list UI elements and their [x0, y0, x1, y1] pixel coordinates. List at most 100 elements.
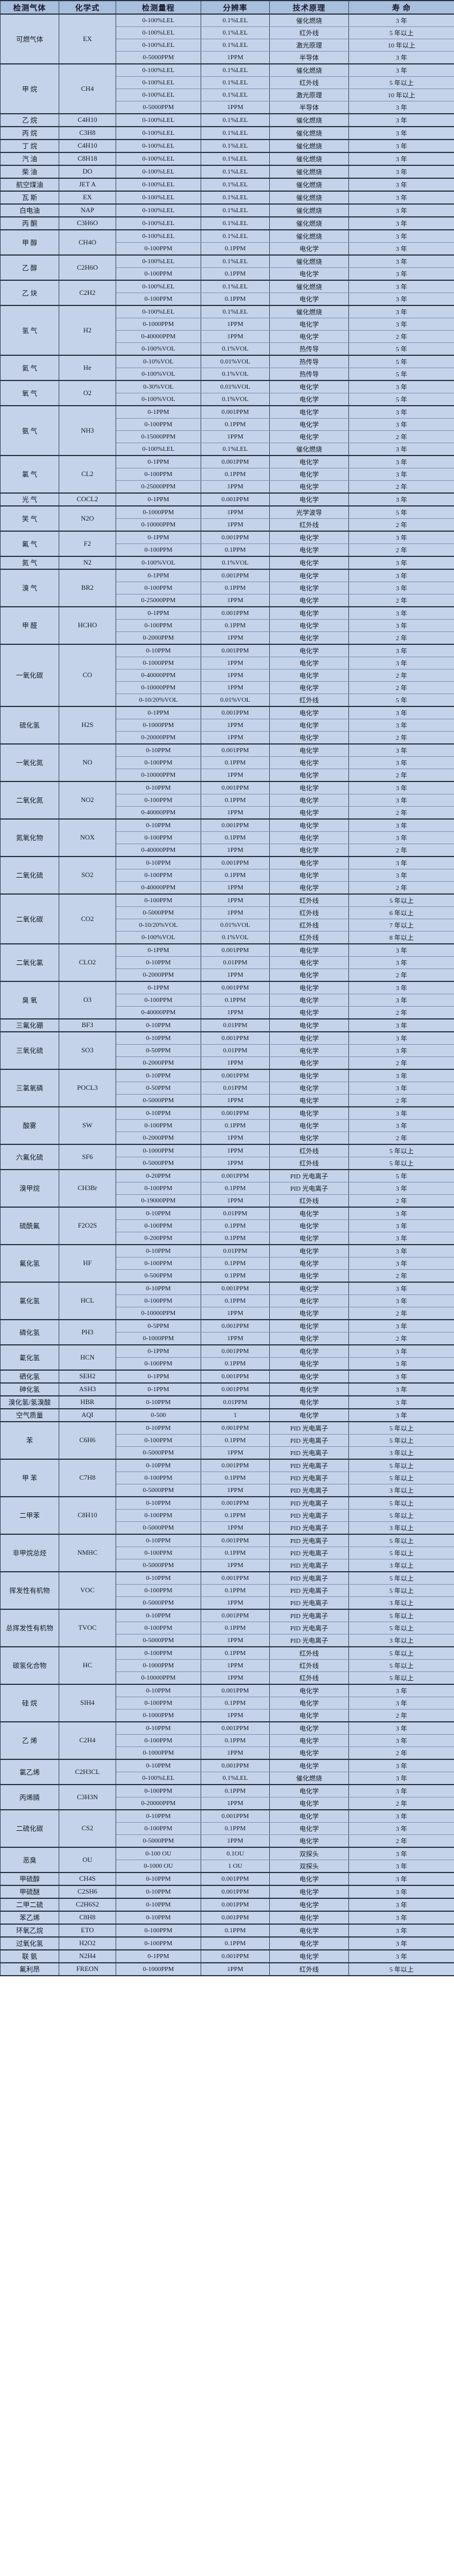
gas-resolution-cell: 0.001PPM	[201, 1809, 270, 1823]
gas-lifetime-cell: 2 年	[348, 594, 454, 607]
gas-technology-cell: 激光原理	[269, 89, 349, 101]
gas-resolution-cell: 0.1%LEL	[201, 139, 270, 153]
gas-name-cell: 硒化氢	[0, 1369, 59, 1384]
gas-resolution-cell: 0.01%VOL	[201, 694, 270, 707]
table-row: 0-1000PPM 1PPM 电化学 3 年	[1, 657, 454, 670]
table-row: 0-40000PPM 1PPM 电化学 2 年	[1, 806, 454, 820]
gas-technology-cell: 半导体	[269, 51, 349, 64]
gas-range-cell: 0-100%LEL	[116, 1772, 201, 1785]
gas-technology-cell: 电化学	[269, 468, 349, 481]
gas-technology-cell: 电化学	[269, 1395, 349, 1409]
gas-technology-cell: PID 光电离子	[269, 1446, 349, 1460]
gas-resolution-cell: 1PPM	[201, 906, 270, 919]
gas-formula-cell: SEH2	[59, 1369, 116, 1384]
gas-range-cell: 0-1000PPM	[116, 1144, 201, 1157]
gas-range-cell: 0-1PPM	[116, 569, 201, 582]
gas-lifetime-cell: 5 年以上	[348, 1609, 454, 1622]
gas-name-cell: 硅 烷	[0, 1684, 59, 1722]
table-row: 总挥发性有机物 TVOC 0-10PPM 0.001PPM PID 光电离子 5 年以上	[0, 1609, 454, 1647]
gas-resolution-cell: 1PPM	[201, 1144, 270, 1157]
gas-lifetime-cell: 3 年	[348, 1282, 454, 1295]
gas-resolution-cell: 0.001PPM	[201, 818, 270, 832]
gas-lifetime-cell: 3 年	[348, 318, 454, 331]
gas-resolution-cell: 0.01PPM	[201, 1082, 270, 1095]
gas-range-cell: 0-10PPM	[116, 1018, 201, 1032]
gas-lifetime-cell: 3 年	[348, 293, 454, 306]
gas-resolution-cell: 0.001PPM	[201, 1069, 270, 1082]
gas-range-cell: 0-500PPM	[116, 1269, 201, 1283]
gas-resolution-cell: 0.1PPM	[201, 293, 270, 306]
table-row: 0-5000PPM 1PPM PID 光电离子 3 年以上	[1, 1446, 454, 1460]
gas-technology-cell: 电化学	[269, 1697, 349, 1710]
gas-range-cell: 0-100%VOL	[116, 556, 201, 570]
table-row: 一氧化氮 NO 0-10PPM 0.001PPM 电化学 3 年	[0, 743, 454, 782]
gas-technology-cell: 电化学	[269, 844, 349, 857]
gas-technology-cell: PID 光电离子	[269, 1571, 349, 1585]
gas-range-cell: 0-20000PPM	[116, 731, 201, 745]
gas-technology-cell: 热传导	[269, 342, 349, 356]
gas-lifetime-cell: 3 年	[348, 719, 454, 732]
gas-formula-cell: N2H4	[59, 1949, 116, 1963]
gas-technology-cell: 电化学	[269, 1797, 349, 1810]
gas-technology-cell: 电化学	[269, 994, 349, 1007]
gas-formula-cell: H2S	[59, 706, 116, 745]
gas-technology-cell: 红外线	[269, 1646, 349, 1660]
gas-lifetime-cell: 7 年以上	[348, 919, 454, 932]
gas-resolution-cell: 0.01PPM	[201, 1044, 270, 1057]
gas-technology-cell: 双探头	[269, 1847, 349, 1860]
gas-range-cell: 0-100%LEL	[116, 26, 201, 39]
gas-range-cell: 0-100%LEL	[116, 63, 201, 77]
gas-technology-cell: 光学波导	[269, 505, 349, 519]
gas-lifetime-cell: 2 年	[348, 1269, 454, 1283]
gas-name-cell: 非甲烷总烃	[0, 1534, 59, 1572]
table-row: 0-100PPM 0.1PPM 电化学 3 年	[1, 582, 454, 594]
gas-lifetime-cell: 3 年	[348, 203, 454, 218]
gas-resolution-cell: 0.001PPM	[201, 1872, 270, 1886]
table-row: 航空煤油 JET A 0-100%LEL 0.1%LEL 催化燃烧 3 年	[0, 178, 454, 192]
gas-formula-cell: C8H18	[59, 152, 116, 166]
gas-technology-cell: 电化学	[269, 242, 349, 256]
gas-resolution-cell: 1PPM	[201, 430, 270, 443]
gas-formula-cell: NMHC	[59, 1534, 116, 1572]
gas-range-cell: 0-10PPM	[116, 1031, 201, 1045]
gas-range-cell: 0-100PPM	[116, 267, 201, 281]
gas-range-cell: 0-2000PPM	[116, 968, 201, 982]
gas-lifetime-cell: 2 年	[348, 881, 454, 895]
gas-formula-cell: NOX	[59, 818, 116, 857]
gas-lifetime-cell: 2 年	[348, 631, 454, 645]
gas-lifetime-cell: 3 年	[348, 1082, 454, 1095]
table-row: 乙 烷 C4H10 0-100%LEL 0.1%LEL 催化燃烧 3 年	[0, 113, 454, 127]
gas-range-cell: 0-100PPM	[116, 1646, 201, 1660]
gas-resolution-cell: 1 OU	[201, 1860, 270, 1873]
gas-technology-cell: 电化学	[269, 1746, 349, 1760]
gas-name-cell: 恶臭	[0, 1847, 59, 1873]
table-row: 0-100PPM 0.1PPM PID 光电离子 5 年以上	[1, 1434, 454, 1447]
table-row: 0-100PPM 0.1PPM 电化学 3 年	[1, 1119, 454, 1132]
gas-lifetime-cell: 3 年	[348, 1923, 454, 1938]
gas-name-cell: 二氧化氮	[0, 781, 59, 820]
gas-name-cell: 航空煤油	[0, 178, 59, 192]
gas-range-cell: 0-100PPM	[116, 1936, 201, 1950]
gas-range-cell: 0-10/20%VOL	[116, 694, 201, 707]
gas-resolution-cell: 0.1PPM	[201, 1232, 270, 1245]
table-row: 光 气 COCL2 0-1PPM 0.001PPM 电化学 3 年	[0, 492, 454, 507]
table-row: 0-100%LEL 0.1%LEL 红外线 5 年以上	[1, 76, 454, 89]
gas-lifetime-cell: 5 年以上	[348, 1962, 454, 1976]
gas-resolution-cell: 1PPM	[201, 1094, 270, 1107]
gas-range-cell: 0-100PPM	[116, 543, 201, 557]
gas-technology-cell: 电化学	[269, 1809, 349, 1823]
gas-resolution-cell: 1PPM	[201, 806, 270, 820]
gas-resolution-cell: 0.001PPM	[201, 531, 270, 544]
gas-resolution-cell: 0.001PPM	[201, 1344, 270, 1358]
gas-technology-cell: 激光原理	[269, 39, 349, 52]
gas-resolution-cell: 0.1%LEL	[201, 203, 270, 218]
gas-resolution-cell: 1PPM	[201, 1962, 270, 1976]
gas-resolution-cell: 1PPM	[201, 1484, 270, 1497]
table-row: 0-100PPM 0.1PPM 电化学 3 年	[1, 1219, 454, 1232]
gas-resolution-cell: 0.1%LEL	[201, 152, 270, 166]
table-row: 瓦 斯 EX 0-100%LEL 0.1%LEL 催化燃烧 3 年	[0, 191, 454, 205]
gas-name-cell: 氢 气	[0, 305, 59, 356]
gas-lifetime-cell: 2 年	[348, 1709, 454, 1722]
gas-lifetime-cell: 5 年以上	[348, 1459, 454, 1472]
table-row: 甲 苯 C7H8 0-10PPM 0.001PPM PID 光电离子 5 年以上	[0, 1459, 454, 1497]
